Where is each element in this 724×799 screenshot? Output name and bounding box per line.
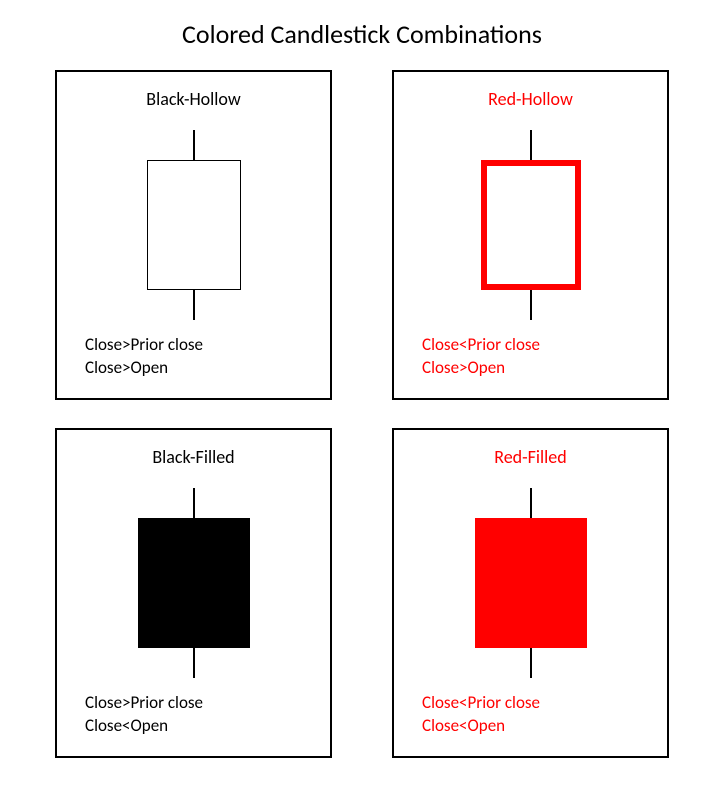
panel-title: Black-Hollow [57,72,330,110]
panel-description: Close>Prior close Close>Open [85,334,203,380]
panel-description: Close<Prior close Close>Open [422,334,540,380]
desc-line-2: Close<Open [422,715,540,738]
wick-bottom [193,290,195,320]
page: Colored Candlestick Combinations Black-H… [0,0,724,799]
panel-red-filled: Red-Filled Close<Prior close Close<Open [392,428,669,758]
candle-body [481,160,581,290]
candlestick [471,130,591,320]
desc-line-1: Close<Prior close [422,334,540,357]
panel-grid: Black-Hollow Close>Prior close Close>Ope… [0,60,724,778]
wick-top [193,130,195,160]
desc-line-2: Close>Open [422,357,540,380]
panel-description: Close>Prior close Close<Open [85,692,203,738]
wick-top [530,488,532,518]
page-title: Colored Candlestick Combinations [0,0,724,60]
wick-bottom [530,648,532,678]
panel-red-hollow: Red-Hollow Close<Prior close Close>Open [392,70,669,400]
panel-black-hollow: Black-Hollow Close>Prior close Close>Ope… [55,70,332,400]
candlestick [134,488,254,678]
candlestick [134,130,254,320]
wick-bottom [530,290,532,320]
panel-description: Close<Prior close Close<Open [422,692,540,738]
desc-line-2: Close<Open [85,715,203,738]
candlestick [471,488,591,678]
candle-body [147,160,241,290]
panel-title: Red-Hollow [394,72,667,110]
desc-line-1: Close>Prior close [85,334,203,357]
desc-line-1: Close>Prior close [85,692,203,715]
wick-top [530,130,532,160]
desc-line-2: Close>Open [85,357,203,380]
wick-top [193,488,195,518]
wick-bottom [193,648,195,678]
candle-body [475,518,587,648]
candle-body [138,518,250,648]
panel-title: Black-Filled [57,430,330,468]
panel-black-filled: Black-Filled Close>Prior close Close<Ope… [55,428,332,758]
panel-title: Red-Filled [394,430,667,468]
desc-line-1: Close<Prior close [422,692,540,715]
